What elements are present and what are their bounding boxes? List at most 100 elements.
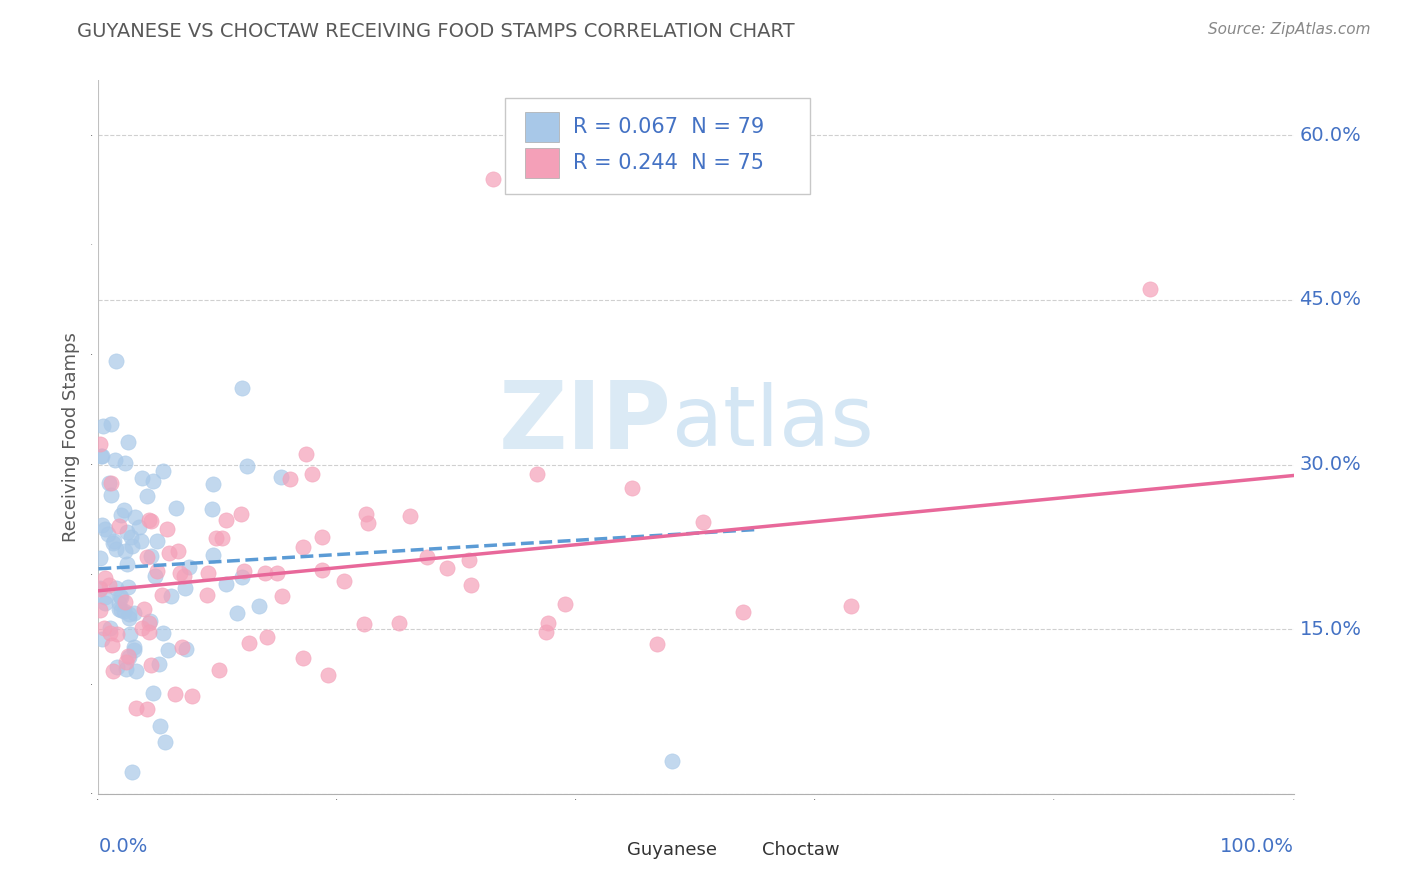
Point (145, 564, 167, 578)
Text: 45.0%: 45.0% (1299, 291, 1361, 310)
Point (114, 456, 136, 470)
Point (357, 516, 380, 531)
Point (136, 701, 159, 715)
Point (94, 596, 117, 610)
Point (139, 657, 162, 672)
Point (115, 662, 138, 676)
Point (526, 467, 548, 482)
Point (142, 686, 165, 700)
Point (101, 664, 124, 678)
Point (481, 172, 505, 186)
Point (157, 546, 180, 560)
Point (141, 514, 163, 528)
Point (266, 566, 288, 580)
Point (271, 589, 294, 603)
Point (131, 621, 153, 635)
Point (118, 650, 141, 665)
Point (256, 630, 278, 644)
Point (201, 502, 224, 516)
Point (536, 625, 558, 640)
Point (105, 627, 128, 641)
Point (136, 549, 159, 564)
Point (839, 599, 862, 614)
Point (661, 754, 683, 768)
Point (167, 544, 190, 558)
Point (163, 687, 186, 701)
Point (115, 525, 138, 540)
Point (197, 566, 219, 580)
Point (122, 640, 145, 654)
Point (134, 601, 156, 615)
Point (101, 638, 124, 652)
FancyBboxPatch shape (505, 98, 810, 194)
Point (153, 734, 176, 748)
Point (100, 417, 122, 431)
Point (110, 508, 132, 523)
Point (138, 625, 160, 640)
Point (117, 648, 139, 663)
Point (645, 637, 668, 651)
Point (215, 513, 238, 527)
Point (333, 574, 356, 588)
Point (202, 477, 225, 491)
Point (202, 548, 225, 562)
Point (103, 536, 125, 550)
Point (89, 436, 111, 450)
Point (195, 588, 218, 602)
Point (353, 617, 375, 632)
Point (148, 657, 170, 672)
Point (215, 577, 238, 591)
Text: 15.0%: 15.0% (1299, 620, 1361, 639)
Point (291, 650, 314, 665)
Point (236, 458, 259, 473)
Point (94, 571, 117, 585)
Point (149, 718, 172, 732)
Point (115, 656, 138, 670)
Point (107, 596, 129, 610)
Text: R = 0.067  N = 79: R = 0.067 N = 79 (572, 118, 763, 137)
Text: 0.0%: 0.0% (98, 837, 148, 855)
Text: R = 0.244  N = 75: R = 0.244 N = 75 (572, 153, 763, 173)
Point (554, 597, 576, 611)
Point (100, 476, 122, 491)
Point (399, 509, 422, 524)
Point (108, 602, 131, 616)
Point (157, 643, 180, 657)
Point (105, 541, 128, 556)
Point (112, 503, 135, 517)
Point (117, 558, 139, 572)
Point (231, 381, 253, 395)
Point (146, 534, 169, 549)
Point (180, 689, 202, 703)
Point (436, 560, 458, 574)
FancyBboxPatch shape (524, 112, 558, 143)
Text: ZIP: ZIP (499, 376, 672, 469)
Point (270, 469, 292, 483)
Text: GUYANESE VS CHOCTAW RECEIVING FOOD STAMPS CORRELATION CHART: GUYANESE VS CHOCTAW RECEIVING FOOD STAMP… (77, 22, 794, 41)
Point (98, 578, 121, 592)
Point (117, 434, 139, 449)
Point (91, 449, 114, 463)
Point (156, 523, 179, 537)
Point (114, 544, 136, 558)
Point (226, 607, 249, 621)
Point (537, 616, 560, 631)
Point (121, 540, 143, 554)
Text: Choctaw: Choctaw (762, 841, 839, 859)
Point (211, 532, 233, 546)
Point (89, 582, 111, 596)
Point (145, 569, 167, 583)
Point (238, 636, 260, 650)
Point (138, 616, 160, 631)
Point (231, 570, 253, 584)
Point (89, 551, 111, 566)
Point (100, 626, 122, 640)
Point (159, 589, 181, 603)
Point (388, 616, 411, 631)
Point (121, 764, 143, 779)
Point (104, 453, 127, 467)
Point (110, 602, 132, 616)
Point (122, 606, 145, 620)
Point (89, 603, 111, 617)
Point (128, 520, 150, 534)
